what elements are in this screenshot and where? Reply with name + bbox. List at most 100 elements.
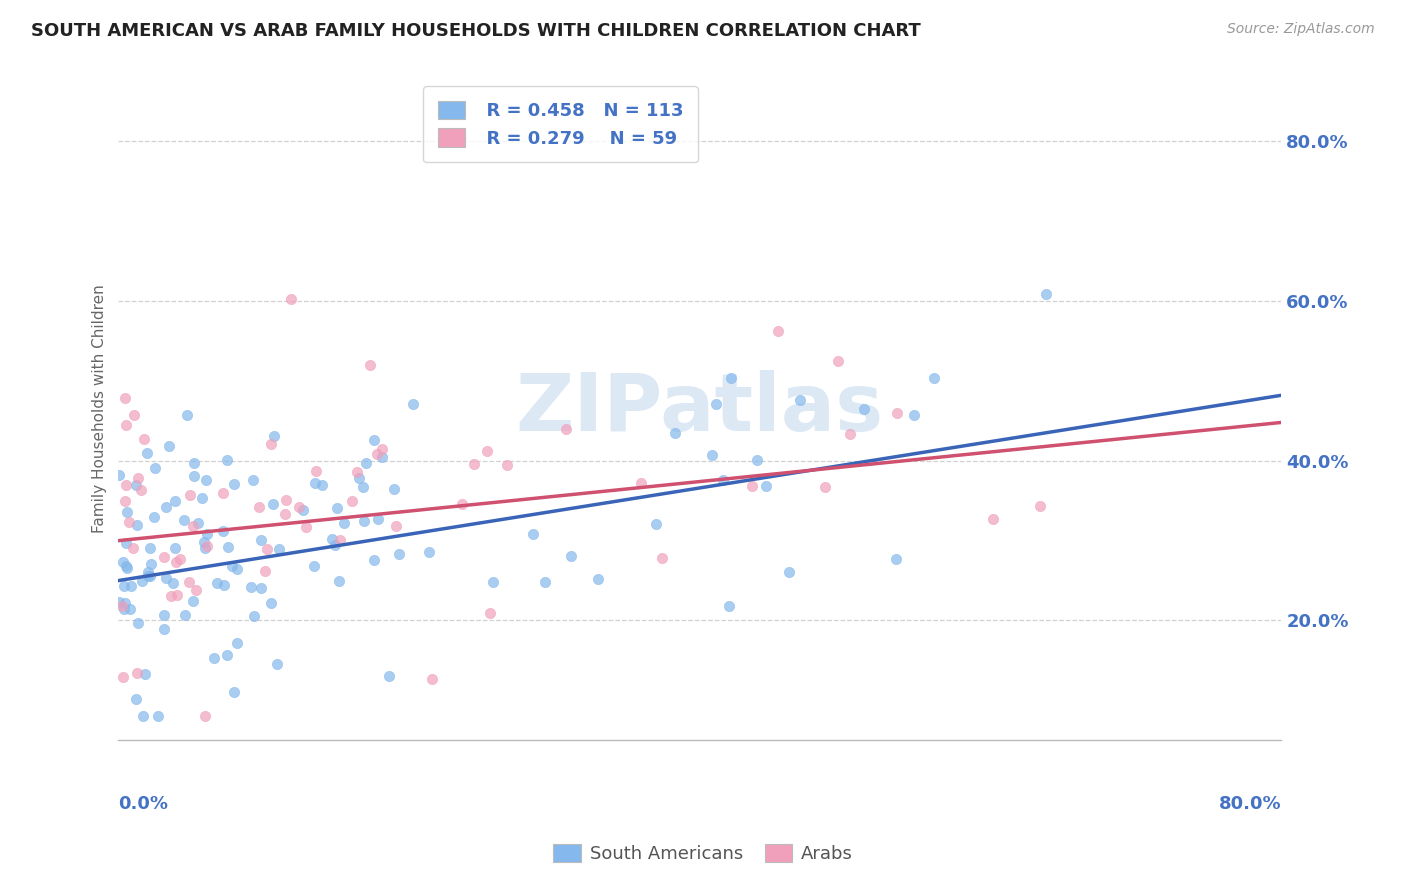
Point [263, 428, 285, 442]
Point [367, 512, 389, 526]
Point [194, 541, 217, 555]
Point [169, 552, 191, 566]
Point [827, 353, 849, 368]
Point [371, 442, 394, 457]
Point [114, 391, 136, 405]
Point [194, 709, 217, 723]
Point [323, 538, 346, 552]
Point [745, 453, 768, 467]
Point [181, 594, 204, 608]
Point [207, 576, 229, 591]
Point [146, 709, 169, 723]
Text: 80.0%: 80.0% [1219, 795, 1281, 813]
Point [143, 510, 166, 524]
Point [143, 461, 166, 475]
Point [354, 456, 377, 470]
Point [212, 578, 235, 592]
Point [463, 457, 485, 471]
Point [839, 427, 862, 442]
Point [118, 515, 141, 529]
Point [153, 623, 176, 637]
Point [108, 468, 131, 483]
Point [814, 480, 837, 494]
Point [402, 397, 425, 411]
Point [242, 473, 264, 487]
Point [224, 685, 246, 699]
Point [120, 602, 142, 616]
Point [155, 500, 177, 514]
Point [711, 473, 734, 487]
Text: ZIPatlas: ZIPatlas [516, 370, 884, 448]
Point [981, 512, 1004, 526]
Point [326, 500, 349, 515]
Point [115, 418, 138, 433]
Point [179, 574, 201, 589]
Point [718, 599, 741, 613]
Point [240, 580, 263, 594]
Point [136, 569, 159, 583]
Point [700, 448, 723, 462]
Legend:   R = 0.458   N = 113,   R = 0.279    N = 59: R = 0.458 N = 113, R = 0.279 N = 59 [423, 87, 697, 162]
Legend: South Americans, Arabs: South Americans, Arabs [544, 835, 862, 872]
Point [221, 558, 243, 573]
Point [378, 668, 401, 682]
Point [153, 607, 176, 622]
Point [131, 574, 153, 588]
Point [112, 670, 135, 684]
Point [134, 667, 156, 681]
Point [321, 532, 343, 546]
Point [162, 575, 184, 590]
Point [304, 464, 326, 478]
Point [226, 562, 249, 576]
Point [176, 408, 198, 422]
Point [226, 636, 249, 650]
Point [477, 444, 499, 458]
Point [294, 520, 316, 534]
Point [333, 516, 356, 531]
Point [644, 517, 666, 532]
Point [479, 606, 502, 620]
Point [115, 558, 138, 573]
Point [363, 553, 385, 567]
Point [125, 665, 148, 680]
Point [125, 692, 148, 706]
Point [157, 439, 180, 453]
Point [187, 516, 209, 530]
Point [267, 541, 290, 556]
Point [117, 561, 139, 575]
Point [165, 541, 187, 556]
Point [134, 432, 156, 446]
Point [720, 371, 742, 385]
Point [115, 506, 138, 520]
Point [110, 599, 132, 614]
Point [352, 480, 374, 494]
Y-axis label: Family Households with Children: Family Households with Children [93, 285, 107, 533]
Text: Source: ZipAtlas.com: Source: ZipAtlas.com [1227, 22, 1375, 37]
Point [903, 408, 925, 422]
Point [482, 574, 505, 589]
Point [853, 401, 876, 416]
Point [588, 572, 610, 586]
Point [256, 542, 278, 557]
Point [560, 549, 582, 563]
Point [136, 566, 159, 580]
Point [260, 596, 283, 610]
Point [132, 709, 155, 723]
Point [115, 536, 138, 550]
Point [108, 595, 131, 609]
Point [651, 551, 673, 566]
Point [884, 551, 907, 566]
Point [924, 371, 946, 385]
Point [183, 469, 205, 483]
Point [755, 479, 778, 493]
Point [127, 518, 149, 533]
Point [183, 456, 205, 470]
Point [127, 615, 149, 630]
Point [385, 519, 408, 533]
Point [122, 408, 145, 422]
Point [195, 473, 218, 487]
Point [174, 608, 197, 623]
Point [1028, 499, 1050, 513]
Point [704, 397, 727, 411]
Point [135, 446, 157, 460]
